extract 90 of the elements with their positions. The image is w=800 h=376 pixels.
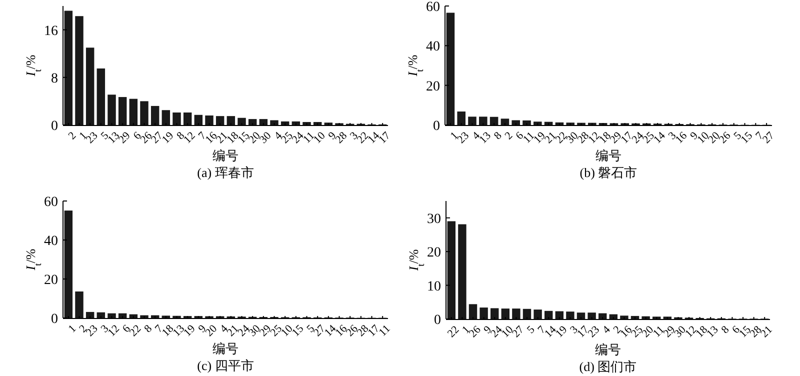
x-tick-label: 2 <box>66 130 79 142</box>
x-axis-title: 编号 <box>595 342 621 357</box>
bar <box>96 312 106 318</box>
text: (b) 磐石市 <box>580 165 638 180</box>
x-tick-label: 11 <box>376 322 393 339</box>
x-tick-label: 1 <box>77 130 90 142</box>
x-tick-label: 5 <box>524 323 538 336</box>
x-tick-label: 27 <box>760 129 778 146</box>
bar <box>259 119 268 125</box>
bar <box>555 311 564 319</box>
y-tick-label: 8 <box>51 71 58 86</box>
text: (a) 珲春市 <box>197 165 254 180</box>
bar <box>490 116 498 125</box>
bar <box>468 304 478 319</box>
bar <box>479 116 488 125</box>
bar <box>534 310 542 319</box>
bar <box>512 308 520 319</box>
bar <box>64 10 73 125</box>
bar <box>75 291 84 318</box>
bar <box>620 316 628 319</box>
bar <box>75 16 84 125</box>
bar <box>522 120 531 125</box>
bar <box>238 118 246 125</box>
x-tick-label: 8 <box>142 322 155 336</box>
y-tick-label: 0 <box>51 119 58 134</box>
bar <box>270 120 278 125</box>
bar <box>248 119 257 125</box>
bar <box>205 115 214 125</box>
bar <box>566 312 574 319</box>
y-tick-label: 40 <box>426 40 440 55</box>
x-tick-label: 1 <box>66 322 79 336</box>
bar <box>172 112 181 125</box>
y-tick-label: 20 <box>427 246 441 261</box>
bar <box>118 97 127 125</box>
bar <box>458 224 466 319</box>
bar <box>446 12 455 125</box>
bar <box>226 116 236 125</box>
bar <box>522 308 532 319</box>
x-axis-title: 编号 <box>596 148 622 163</box>
y-tick-label: 30 <box>427 212 441 227</box>
bar <box>140 101 148 125</box>
bar <box>480 308 488 319</box>
bar <box>86 312 94 318</box>
y-tick-label: 20 <box>44 273 58 288</box>
x-tick-label: 8 <box>492 129 505 142</box>
bar <box>544 310 553 319</box>
y-tick-label: 60 <box>426 0 440 15</box>
bar <box>468 116 476 125</box>
x-tick-label: 22 <box>445 324 462 340</box>
x-tick-label: 2 <box>77 322 90 336</box>
bar <box>534 122 542 125</box>
bar <box>96 68 106 125</box>
bar <box>108 313 116 318</box>
bar <box>162 110 170 125</box>
bar <box>183 112 192 125</box>
text: (c) 四平市 <box>197 358 254 373</box>
y-tick-label: 60 <box>44 195 58 210</box>
x-axis-title: 编号 <box>212 341 238 356</box>
bar <box>194 114 203 125</box>
bar <box>500 118 510 125</box>
bar <box>150 106 160 125</box>
bar <box>512 120 520 125</box>
y-tick-label: 40 <box>44 234 58 249</box>
bar <box>302 122 311 125</box>
bar <box>490 308 499 319</box>
bar <box>108 94 116 125</box>
x-tick-label: 1 <box>460 324 472 336</box>
x-tick-label: 19 <box>160 129 176 146</box>
text: (d) 图们市 <box>579 359 637 374</box>
bar <box>64 210 73 318</box>
x-tick-label: 2 <box>502 130 516 142</box>
y-tick-label: 10 <box>427 279 441 294</box>
bar <box>86 48 94 125</box>
x-tick-label: 8 <box>719 323 732 336</box>
bar <box>129 98 138 125</box>
bar <box>457 112 466 125</box>
y-tick-label: 0 <box>433 119 440 134</box>
bar <box>501 308 510 319</box>
y-tick-label: 16 <box>44 24 58 39</box>
bar <box>216 116 224 125</box>
x-tick-label: 23 <box>586 323 602 340</box>
y-tick-label: 20 <box>426 79 440 94</box>
bar <box>447 221 456 319</box>
x-axis-title: 编号 <box>212 148 238 163</box>
y-tick-label: 0 <box>434 313 441 328</box>
y-tick-label: 0 <box>51 312 58 327</box>
bar <box>313 122 322 125</box>
bar <box>576 312 586 319</box>
bar <box>588 312 596 319</box>
x-tick-label: 4 <box>600 323 614 336</box>
